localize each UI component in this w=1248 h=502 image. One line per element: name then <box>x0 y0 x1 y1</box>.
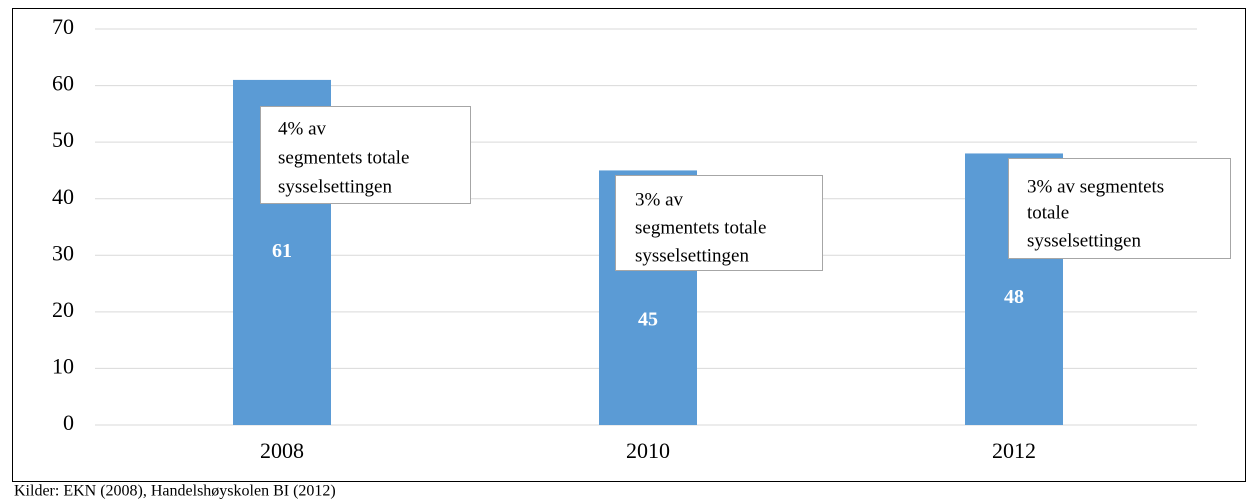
annotation-text: totale <box>1027 202 1069 223</box>
data-label: 45 <box>638 308 658 330</box>
y-tick-label: 30 <box>52 240 74 265</box>
chart-border <box>12 8 1246 482</box>
annotation-text: 4% av <box>278 118 327 139</box>
y-tick-label: 0 <box>63 410 74 435</box>
y-tick-label: 50 <box>52 127 74 152</box>
annotation-box <box>260 106 471 204</box>
y-tick-label: 40 <box>52 184 74 209</box>
annotation-text: 3% av <box>635 189 684 210</box>
source-note: Kilder: EKN (2008), Handelshøyskolen BI … <box>14 483 336 500</box>
annotation-text: sysselsettingen <box>1027 230 1141 251</box>
data-label: 48 <box>1004 286 1024 308</box>
x-tick-label: 2008 <box>260 438 304 463</box>
annotation-box <box>615 175 823 271</box>
annotation-text: sysselsettingen <box>635 245 749 266</box>
y-tick-label: 70 <box>52 14 74 39</box>
x-tick-label: 2012 <box>992 438 1036 463</box>
annotation-box <box>1008 158 1231 259</box>
x-tick-label: 2010 <box>626 438 670 463</box>
annotation-text: segmentets totale <box>278 147 409 168</box>
data-label: 61 <box>272 240 292 262</box>
y-tick-label: 60 <box>52 71 74 96</box>
annotation-text: 3% av segmentets <box>1027 176 1164 197</box>
y-tick-label: 20 <box>52 297 74 322</box>
annotation-text: sysselsettingen <box>278 176 392 197</box>
annotation-text: segmentets totale <box>635 217 766 238</box>
y-tick-label: 10 <box>52 353 74 378</box>
